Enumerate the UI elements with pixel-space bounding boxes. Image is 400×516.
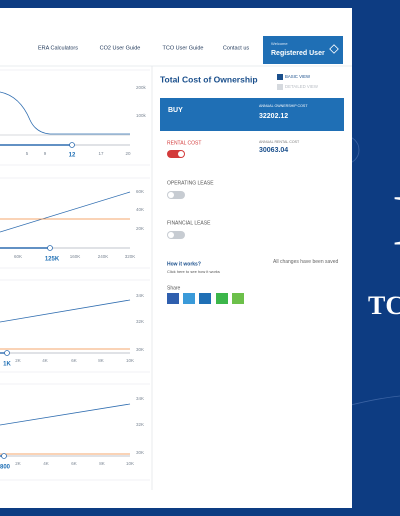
x-label: 6K [71,461,77,466]
app-panel [0,8,352,508]
slider-handle[interactable] [69,142,75,148]
x-label: 240K [98,254,109,259]
slider-handle[interactable] [4,350,10,356]
x-label: 160K [70,254,81,259]
x-label: 4K [42,358,48,363]
view-toggle[interactable] [277,74,283,80]
y-label: 34K [136,293,144,298]
chart-card: 60K 40K 20K 125K 60K 160K 240K 320K [0,177,150,269]
x-label: 10K [126,358,134,363]
slider-value: 125K [45,257,60,263]
chart-card: 34K 32K 30K 800 2K 4K 6K 8K 10K [0,383,150,481]
banner-big: I [392,181,400,261]
saved-wrap: All changes have been saved [273,259,339,265]
view-toggle[interactable] [277,84,283,90]
user-icon [329,44,339,54]
view-option[interactable]: BASIC VIEW [285,74,311,79]
nav-link[interactable]: Contact us [223,45,250,51]
slider-value: 800 [0,465,11,471]
share-label: Share [167,285,181,291]
line [0,91,130,135]
option-label: RENTAL COST [167,140,201,146]
how-text[interactable]: Click here to see how it works [167,269,220,274]
toggle-knob [168,192,174,198]
toggle-knob [178,151,184,157]
y-label: 32K [136,319,144,324]
slider-value: 1K [3,362,11,368]
user-name: Registered User [271,50,325,57]
cost-value: 30063.04 [259,147,288,154]
x-label: 20 [125,151,131,156]
nav-link[interactable]: CO2 User Guide [100,45,141,51]
x-label: 4K [43,461,49,466]
x-label: 2K [15,461,21,466]
share-button[interactable] [232,293,244,304]
cost-label: ANNUAL OWNERSHIP COST [259,104,308,108]
x-label: 10K [126,461,134,466]
x-label: 320K [125,254,136,259]
y-label: 200k [136,85,147,90]
banner-text: TC [368,291,400,320]
x-label: 5 [26,151,29,156]
x-label: 2K [15,358,21,363]
line [0,191,131,233]
share-button[interactable] [167,293,179,304]
option-label: OPERATING LEASE [167,180,214,186]
x-label: 8K [99,461,105,466]
line [0,403,131,426]
y-label: 60K [136,189,144,194]
buy-box[interactable] [160,98,344,131]
y-label: 34K [136,396,144,401]
welcome: Welcome [271,41,288,46]
x-label: 9 [44,151,47,156]
buy-label: BUY [168,107,183,114]
chart-card: 200k 100k 12 5 9 17 20 [0,69,150,166]
slider-handle[interactable] [47,245,53,251]
slider-value: 12 [69,153,76,159]
cost-label: ANNUAL RENTAL COST [259,140,300,144]
y-label: 100k [136,113,147,118]
view-option[interactable]: DETAILED VIEW [285,84,319,89]
option-label: FINANCIAL LEASE [167,220,211,226]
slider-handle[interactable] [1,453,7,459]
toggle-knob [168,232,174,238]
user-box[interactable] [263,36,343,64]
cost-value: 32202.12 [259,113,288,120]
y-label: 20K [136,226,144,231]
x-label: 6K [71,358,77,363]
line [0,299,131,323]
nav-link[interactable]: TCO User Guide [163,45,204,51]
x-label: 60K [14,254,22,259]
y-label: 30K [136,450,144,455]
share-button[interactable] [199,293,211,304]
y-label: 32K [136,422,144,427]
x-label: 8K [98,358,104,363]
how-title[interactable]: How it works? [167,261,201,267]
nav-link[interactable]: ERA Calculators [38,45,78,51]
y-label: 40K [136,207,144,212]
chart-card: 34K 32K 30K 1K 2K 4K 6K 8K 10K [0,279,150,373]
x-label: 17 [98,151,104,156]
share-button[interactable] [183,293,195,304]
sidebar-title: Total Cost of Ownership [160,74,258,84]
y-label: 30K [136,347,144,352]
saved-note: All changes have been saved [273,259,339,265]
share-button[interactable] [216,293,228,304]
